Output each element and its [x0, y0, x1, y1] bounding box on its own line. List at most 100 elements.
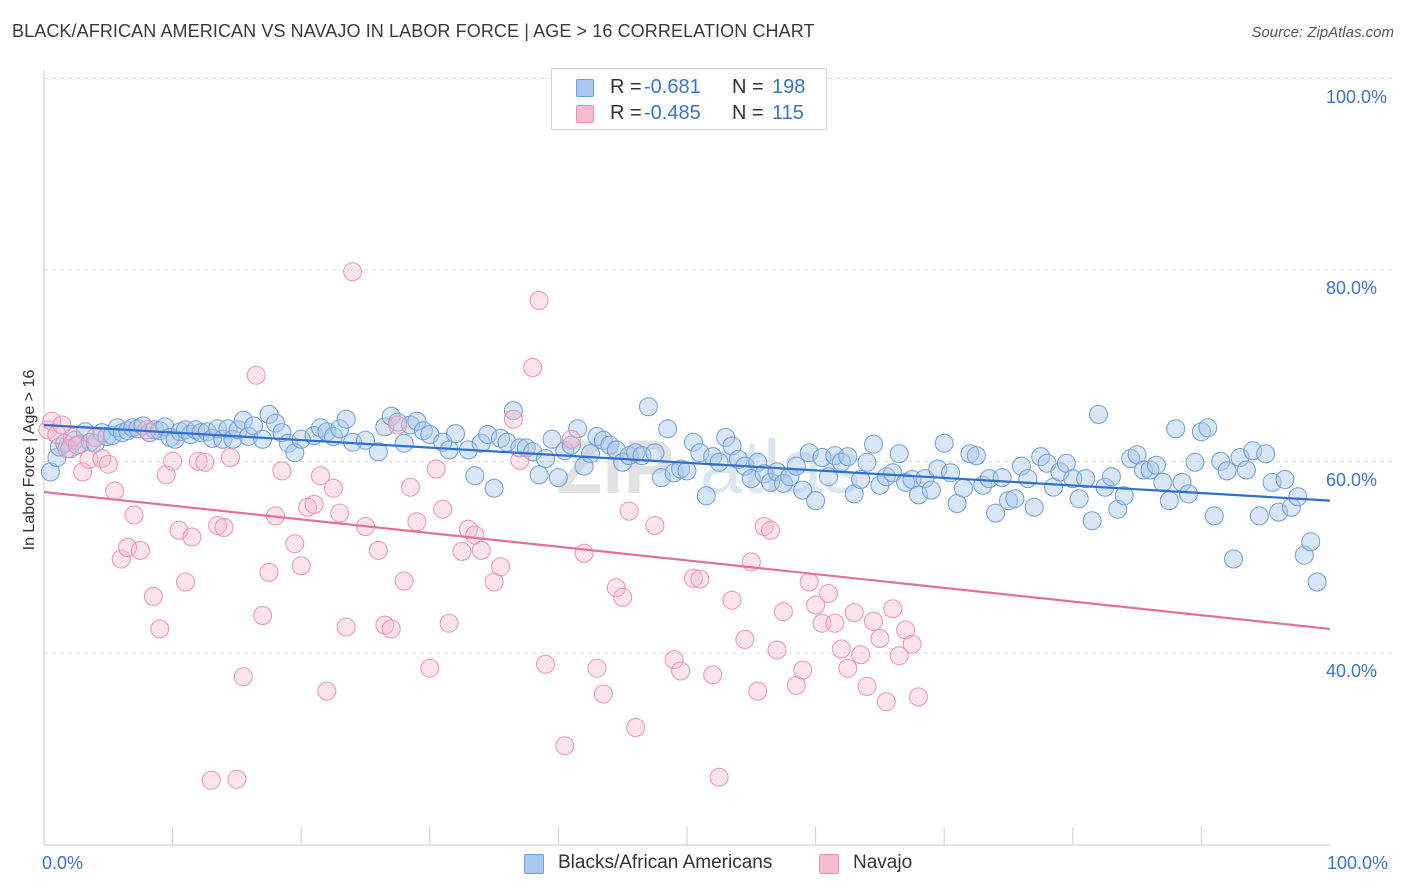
- navajo-point: [683, 568, 703, 588]
- r-label: R =: [610, 102, 642, 124]
- blacks-point: [1249, 506, 1269, 526]
- blacks-point: [954, 478, 973, 498]
- navajo-point: [491, 557, 510, 577]
- navajo-point: [806, 595, 826, 615]
- navajo-point: [561, 429, 581, 449]
- blacks-point: [915, 469, 935, 489]
- blacks-point: [1217, 461, 1237, 481]
- navajo-point: [195, 452, 215, 472]
- blacks-point: [561, 435, 581, 455]
- blacks-point: [1198, 418, 1218, 438]
- navajo-point: [57, 439, 77, 459]
- blacks-point: [1134, 460, 1153, 480]
- r-label: R =: [610, 76, 642, 98]
- blacks-point: [228, 420, 248, 440]
- blacks-point: [1101, 467, 1121, 487]
- blacks-point: [266, 413, 285, 433]
- y-tick-label: 100.0%: [1326, 86, 1388, 107]
- navajo-point: [291, 556, 311, 576]
- chart-title: BLACK/AFRICAN AMERICAN VS NAVAJO IN LABO…: [12, 21, 815, 41]
- navajo-point: [613, 587, 633, 607]
- navajo-point: [793, 660, 813, 680]
- x-min-label: 0.0%: [42, 853, 84, 873]
- blacks-point: [1185, 452, 1205, 472]
- stats-legend: R = -0.681 N = 198 R = -0.485 N = 115: [551, 68, 827, 130]
- navajo-point: [105, 481, 125, 501]
- blacks-point: [1005, 489, 1025, 509]
- navajo-point: [767, 640, 787, 660]
- navajo-point: [536, 654, 555, 674]
- navajo-point: [883, 599, 903, 619]
- blacks-swatch: [576, 79, 594, 97]
- blacks-point: [992, 468, 1012, 488]
- blacks-point: [1076, 469, 1096, 489]
- navajo-point: [426, 459, 446, 479]
- blacks-point: [407, 411, 427, 431]
- blacks-point: [780, 467, 800, 487]
- navajo-point: [336, 617, 356, 637]
- navajo-point: [619, 501, 639, 521]
- blacks-point: [960, 444, 980, 464]
- navajo-point: [703, 665, 723, 685]
- series-blacks-points: [40, 397, 1327, 592]
- blacks-point: [1275, 470, 1295, 489]
- navajo-point: [208, 516, 228, 535]
- blacks-legend-swatch: [524, 854, 544, 874]
- navajo-point: [819, 584, 838, 603]
- navajo-point: [311, 466, 330, 486]
- blacks-point: [1063, 469, 1083, 489]
- blacks-point: [1069, 489, 1089, 509]
- blacks-point: [1011, 456, 1031, 476]
- blacks-point: [568, 419, 588, 439]
- blacks-point: [638, 397, 658, 417]
- blacks-point: [696, 486, 716, 506]
- blacks-point: [600, 435, 620, 455]
- navajo-point: [143, 586, 163, 606]
- navajo-point: [626, 718, 646, 737]
- navajo-point: [773, 602, 793, 622]
- navajo-point: [227, 769, 247, 789]
- blacks-point: [208, 419, 228, 439]
- blacks-point: [1018, 469, 1038, 489]
- navajo-point: [233, 667, 253, 687]
- navajo-point: [671, 661, 691, 681]
- blacks-point: [1082, 511, 1102, 531]
- blacks-point: [741, 469, 761, 489]
- blacks-point: [336, 409, 356, 429]
- blacks-point: [677, 461, 697, 481]
- blacks-point: [1146, 455, 1166, 475]
- blacks-point: [465, 466, 485, 486]
- blacks-point: [651, 468, 671, 488]
- navajo-point: [163, 451, 183, 471]
- navajo-point: [664, 650, 684, 670]
- blacks-point: [1089, 404, 1108, 424]
- navajo-point: [304, 494, 324, 514]
- blacks-point: [1159, 491, 1179, 511]
- navajo-point: [587, 658, 607, 678]
- blacks-point: [253, 429, 273, 449]
- blacks-point: [581, 444, 600, 464]
- navajo-point: [67, 435, 87, 455]
- blacks-point: [786, 456, 806, 476]
- navajo-point: [272, 461, 292, 481]
- navajo-point: [735, 629, 755, 649]
- blacks-point: [529, 465, 549, 485]
- navajo-point: [388, 415, 408, 435]
- y-axis-title: In Labor Force | Age > 16: [21, 369, 38, 551]
- navajo-point: [471, 540, 491, 560]
- navajo-point: [375, 615, 395, 635]
- blacks-point: [851, 470, 871, 489]
- series-navajo-points: [38, 262, 928, 790]
- navajo-point: [246, 365, 266, 385]
- blacks-point: [218, 419, 238, 439]
- source-label: Source: ZipAtlas.com: [1251, 24, 1394, 41]
- navajo-point: [182, 527, 202, 547]
- blacks-point: [1307, 572, 1327, 592]
- blacks-point: [921, 480, 941, 500]
- blacks-point: [446, 424, 465, 444]
- blacks-point: [484, 478, 504, 498]
- navajo-point: [130, 540, 150, 560]
- blacks-trend-line: [43, 423, 1331, 502]
- blacks-point: [645, 443, 665, 463]
